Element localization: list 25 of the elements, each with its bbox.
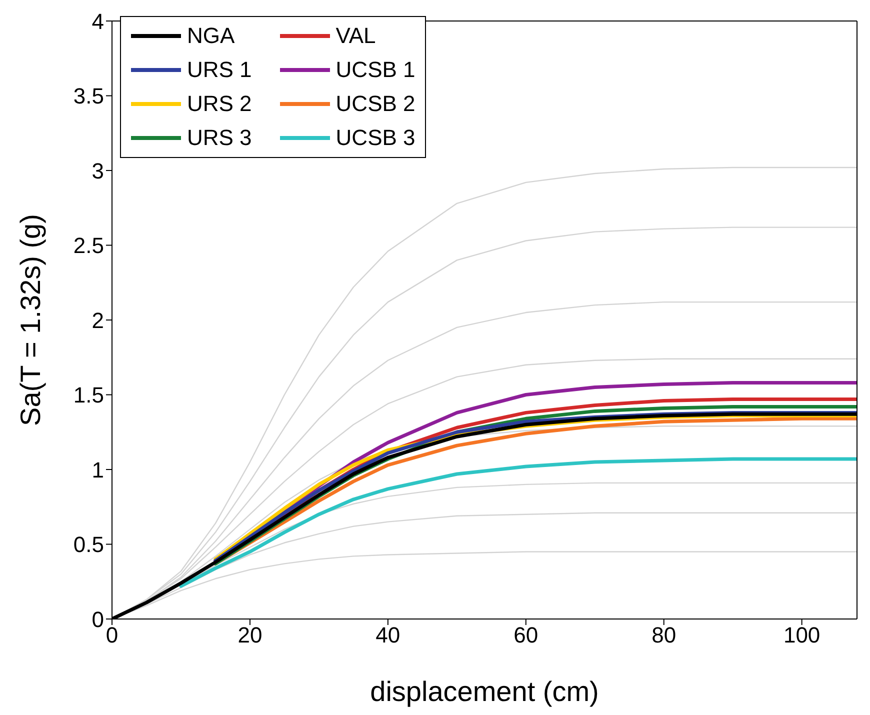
y-tick-label: 3.5	[73, 84, 104, 109]
legend-label: VAL	[336, 23, 376, 49]
legend-label: UCSB 2	[336, 91, 416, 117]
legend-label: NGA	[187, 23, 235, 49]
legend-label: UCSB 3	[336, 125, 416, 151]
y-tick-label: 3	[92, 158, 104, 184]
x-tick-label: 60	[514, 622, 538, 648]
y-tick-label: 1.5	[73, 382, 104, 408]
y-tick-label: 4	[92, 8, 104, 34]
x-tick-label: 80	[652, 622, 676, 648]
y-tick-label: 2	[92, 308, 104, 333]
x-tick-label: 20	[238, 622, 262, 648]
x-tick-label: 100	[783, 622, 820, 648]
y-tick-label: 1	[92, 457, 104, 482]
y-axis-title: Sa(T = 1.32s) (g)	[14, 214, 46, 426]
legend-label: URS 1	[187, 57, 252, 83]
legend-label: UCSB 1	[336, 57, 416, 83]
x-axis-title: displacement (cm)	[370, 676, 599, 707]
y-tick-label: 0	[92, 606, 104, 632]
legend-label: URS 3	[187, 125, 252, 151]
x-tick-label: 40	[376, 622, 400, 648]
line-series	[179, 457, 857, 588]
y-tick-label: 0.5	[73, 532, 104, 558]
legend-label: URS 2	[187, 91, 252, 117]
y-tick-label: 2.5	[73, 233, 104, 258]
